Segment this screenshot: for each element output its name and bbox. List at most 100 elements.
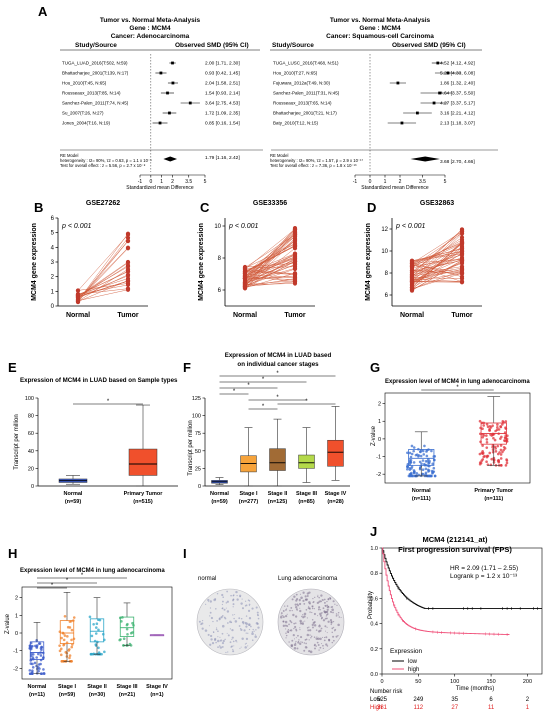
tumor-cell — [334, 603, 336, 605]
normal-cell — [251, 631, 254, 633]
normal-cell — [209, 643, 212, 646]
tumor-cell — [293, 638, 296, 640]
tumor-cell — [326, 617, 328, 620]
pair-point-normal — [409, 271, 415, 277]
forest-right-re-text: 3.68 [2.70, 4.66] — [440, 159, 475, 165]
normal-cell — [209, 607, 212, 609]
x-cat-label: Normal — [64, 491, 83, 497]
jitter-point — [122, 637, 126, 641]
forest-right-col-study: Study/Source — [272, 42, 314, 49]
tumor-cell — [324, 605, 327, 607]
jitter-point — [59, 647, 63, 651]
pair-line — [77, 274, 129, 299]
jitter-point — [426, 468, 430, 472]
pair-line — [411, 280, 463, 283]
jitter-point — [497, 428, 501, 431]
normal-cell — [241, 637, 244, 640]
normal-cell — [251, 632, 254, 635]
smd-marker — [436, 61, 440, 65]
jitter-point — [499, 425, 502, 428]
tumor-cell — [316, 641, 319, 644]
pair-point-tumor — [125, 246, 131, 251]
panel-j-risk-title: Number risk — [370, 689, 403, 695]
pair-line — [411, 229, 463, 277]
y-tick-label: 50 — [195, 449, 201, 455]
panel-j-legend-high: high — [408, 667, 419, 673]
x-n-label: (n=277) — [239, 499, 259, 505]
jitter-point — [38, 642, 42, 645]
re-diamond — [410, 156, 440, 162]
jitter-point — [431, 462, 434, 466]
tumor-cell — [306, 626, 309, 629]
normal-cell — [241, 598, 243, 600]
jitter-point — [489, 463, 493, 467]
panel-h-ylabel: Z-value — [5, 613, 11, 634]
normal-cell — [226, 600, 229, 603]
tumor-cell — [311, 606, 313, 608]
pair-point-tumor — [292, 242, 298, 247]
study-label: Fujuwara_2012a(T:49, N:30) — [273, 81, 331, 86]
x-n-label: (n=515) — [133, 499, 153, 505]
box — [269, 448, 286, 471]
forest-left-re-label: RE Model — [60, 153, 78, 158]
jitter-point — [421, 468, 425, 471]
x-tick-label: -1 — [138, 179, 143, 185]
tumor-cell — [293, 622, 296, 625]
box — [298, 454, 315, 469]
jitter-point — [495, 428, 499, 432]
normal-cell — [212, 620, 214, 623]
normal-cell — [232, 606, 234, 608]
normal-cell — [218, 645, 221, 647]
pair-line — [244, 234, 296, 268]
x-n-label: (n=30) — [89, 692, 106, 698]
x-tick-label: 2 — [171, 179, 174, 185]
jitter-point — [478, 452, 482, 456]
x-cat-label: Primary Tumor — [124, 491, 164, 497]
normal-cell — [216, 627, 218, 629]
smd-marker — [416, 111, 419, 115]
jitter-point — [419, 454, 423, 458]
tumor-cell — [302, 591, 305, 594]
tumor-cell — [318, 606, 321, 609]
tumor-cell — [309, 634, 311, 636]
tumor-cell — [297, 634, 299, 637]
paired-pvalue: p < 0.001 — [395, 223, 425, 230]
normal-cell — [217, 630, 219, 633]
tumor-cell — [330, 606, 332, 608]
normal-cell — [247, 599, 250, 601]
jitter-point — [415, 471, 419, 475]
tumor-cell — [295, 640, 297, 643]
tumor-cell — [316, 601, 320, 605]
normal-cell — [251, 639, 254, 642]
normal-cell — [223, 616, 226, 619]
x-n-label: (n=85) — [298, 499, 315, 505]
tumor-cell — [318, 624, 321, 628]
pair-point-tumor — [292, 251, 298, 256]
risk-low-count: 2 — [526, 697, 530, 703]
jitter-point — [500, 435, 503, 439]
normal-cell — [226, 632, 228, 634]
x-tick-label: 1 — [160, 179, 163, 185]
pair-line — [77, 271, 129, 296]
tumor-cell — [296, 647, 299, 650]
x-tick-label: -1 — [353, 179, 358, 185]
normal-cell — [244, 646, 247, 649]
jitter-point — [70, 628, 74, 632]
panel-j-legend-title: Expression — [390, 648, 423, 655]
y-tick-label: 125 — [192, 396, 201, 402]
jitter-point — [501, 450, 504, 454]
tumor-cell — [287, 631, 289, 634]
x-tick-label: 200 — [523, 679, 532, 685]
paired-ylabel: MCM4 gene expression — [31, 223, 38, 301]
x-cat-label: Normal — [412, 488, 431, 494]
tumor-cell — [306, 617, 308, 619]
normal-cell — [247, 609, 251, 613]
tumor-cell — [303, 612, 307, 616]
tumor-cell — [279, 615, 283, 619]
tumor-cell — [302, 599, 305, 602]
tumor-cell — [295, 593, 298, 596]
panel-j-title-2: First progression survival (FPS) — [398, 545, 512, 554]
paired-title: GSE27262 — [86, 200, 120, 207]
tumor-cell — [299, 609, 302, 613]
tumor-cell — [323, 639, 326, 642]
